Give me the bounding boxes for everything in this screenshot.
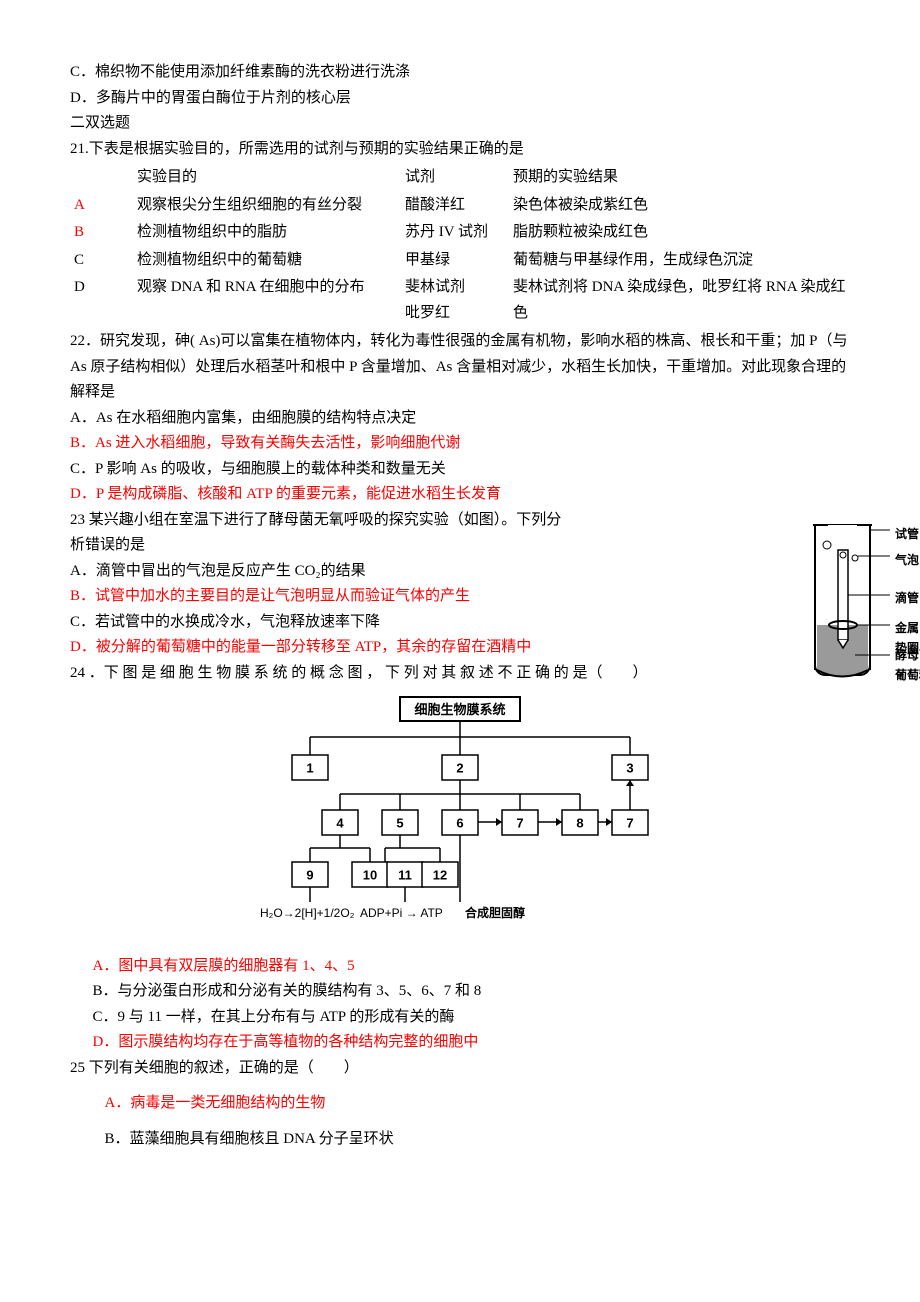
svg-text:ADP+Pi → ATP: ADP+Pi → ATP: [360, 906, 443, 920]
svg-text:合成胆固醇: 合成胆固醇: [465, 905, 525, 920]
q23-option-d: D．被分解的葡萄糖中的能量一部分转移至 ATP，其余的存留在酒精中: [70, 635, 850, 661]
q25-stem: 25 下列有关细胞的叙述，正确的是（ ）: [70, 1056, 850, 1082]
q23-label-tube: 试管: [895, 524, 919, 544]
q21-row-result: 葡萄糖与甲基绿作用，生成绿色沉淀: [509, 247, 850, 275]
q21-row-result: 脂肪颗粒被染成红色: [509, 219, 850, 247]
svg-text:6: 6: [456, 816, 463, 831]
q21-row-reagent: 甲基绿: [401, 247, 509, 275]
q23-stem-1: 23 某兴趣小组在室温下进行了酵母菌无氧呼吸的探究实验（如图）。下列分: [70, 508, 850, 534]
q22-option-b: B．As 进入水稻细胞，导致有关酶失去活性，影响细胞代谢: [70, 431, 850, 457]
q24-option-a: A．图中具有双层膜的细胞器有 1、4、5: [70, 954, 850, 980]
svg-text:2: 2: [456, 761, 463, 776]
q21-row-purpose: 检测植物组织中的葡萄糖: [133, 247, 401, 275]
q21-row-letter: C: [70, 247, 133, 275]
q21-head-reagent: 试剂: [401, 164, 509, 192]
svg-text:12: 12: [433, 868, 447, 883]
svg-text:H₂O→2[H]+1/2O₂: H₂O→2[H]+1/2O₂: [260, 906, 355, 920]
q21-head-purpose: 实验目的: [133, 164, 401, 192]
svg-text:11: 11: [398, 868, 412, 883]
q21-row-result: 斐林试剂将 DNA 染成绿色，吡罗红将 RNA 染成红色: [509, 274, 850, 327]
q21-stem: 21.下表是根据实验目的，所需选用的试剂与预期的实验结果正确的是: [70, 137, 850, 163]
svg-text:5: 5: [396, 816, 403, 831]
q20-option-c: C．棉织物不能使用添加纤维素酶的洗衣粉进行洗涤: [70, 60, 850, 86]
q23-option-a: A．滴管中冒出的气泡是反应产生 CO₂的结果: [70, 559, 850, 585]
svg-text:10: 10: [363, 868, 377, 883]
q23-figure: 试管 气泡 滴管 金属垫圈 酵母菌和 葡萄糖溶液: [810, 520, 920, 690]
q23-label-dropper: 滴管: [895, 588, 919, 608]
q21-row-reagent: 苏丹 IV 试剂: [401, 219, 509, 247]
q23-label-bubble: 气泡: [895, 550, 919, 570]
svg-text:3: 3: [626, 761, 633, 776]
svg-text:7: 7: [516, 816, 523, 831]
q23-stem-2: 析错误的是: [70, 533, 850, 559]
q24-option-d: D．图示膜结构均存在于高等植物的各种结构完整的细胞中: [70, 1030, 850, 1056]
q21-head-blank: [70, 164, 133, 192]
q21-row-letter: D: [70, 274, 133, 327]
q22-option-d: D．P 是构成磷脂、核酸和 ATP 的重要元素，能促进水稻生长发育: [70, 482, 850, 508]
q22-option-a: A．As 在水稻细胞内富集，由细胞膜的结构特点决定: [70, 406, 850, 432]
svg-text:1: 1: [306, 761, 313, 776]
section-2-heading: 二双选题: [70, 111, 850, 137]
q22-stem: 22．研究发现，砷( As)可以富集在植物体内，转化为毒性很强的金属有机物，影响…: [70, 329, 850, 406]
q24-option-b: B．与分泌蛋白形成和分泌有关的膜结构有 3、5、6、7 和 8: [70, 979, 850, 1005]
q21-row-reagent: 斐林试剂吡罗红: [401, 274, 509, 327]
q24-option-c: C．9 与 11 一样，在其上分布有与 ATP 的形成有关的酶: [70, 1005, 850, 1031]
q21-head-result: 预期的实验结果: [509, 164, 850, 192]
q21-row-reagent: 醋酸洋红: [401, 192, 509, 220]
svg-text:4: 4: [336, 816, 344, 831]
q21-row-purpose: 观察 DNA 和 RNA 在细胞中的分布: [133, 274, 401, 327]
q23-label-yeast: 酵母菌和 葡萄糖溶液: [895, 645, 920, 686]
svg-text:9: 9: [306, 868, 313, 883]
q21-row-result: 染色体被染成紫红色: [509, 192, 850, 220]
q23-option-b: B．试管中加水的主要目的是让气泡明显从而验证气体的产生: [70, 584, 850, 610]
q21-table: 实验目的 试剂 预期的实验结果 A观察根尖分生组织细胞的有丝分裂醋酸洋红染色体被…: [70, 164, 850, 327]
q25-option-a: A．病毒是一类无细胞结构的生物: [70, 1091, 850, 1117]
q21-row-purpose: 检测植物组织中的脂肪: [133, 219, 401, 247]
svg-text:7: 7: [626, 816, 633, 831]
q21-row-purpose: 观察根尖分生组织细胞的有丝分裂: [133, 192, 401, 220]
q21-row-letter: A: [70, 192, 133, 220]
q24-diagram: 细胞生物膜系统 123 456787 9101112 H₂O→2[H]+1/2O…: [70, 692, 850, 952]
q24-title: 细胞生物膜系统: [414, 702, 505, 717]
q21-row-letter: B: [70, 219, 133, 247]
q24-stem: 24 ．下 图 是 细 胞 生 物 膜 系 统 的 概 念 图 ， 下 列 对 …: [70, 661, 850, 687]
svg-text:8: 8: [576, 816, 583, 831]
q20-option-d: D．多酶片中的胃蛋白酶位于片剂的核心层: [70, 86, 850, 112]
q25-option-b: B．蓝藻细胞具有细胞核且 DNA 分子呈环状: [70, 1127, 850, 1153]
q23-option-c: C．若试管中的水换成冷水，气泡释放速率下降: [70, 610, 850, 636]
q22-option-c: C．P 影响 As 的吸收，与细胞膜上的载体种类和数量无关: [70, 457, 850, 483]
